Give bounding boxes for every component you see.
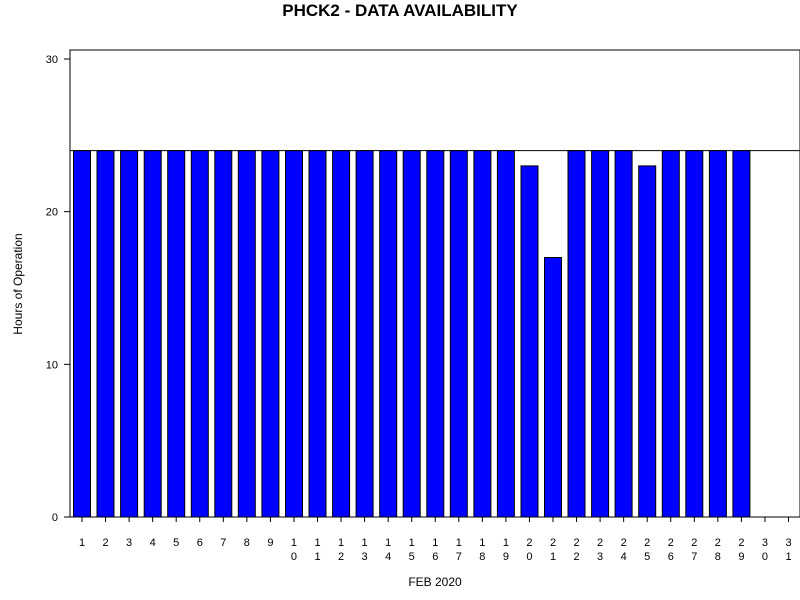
bar-day-17 <box>449 150 468 518</box>
bar-day-4 <box>143 150 162 518</box>
y-axis-label: Hours of Operation <box>11 233 25 334</box>
bar-day-9 <box>261 150 280 518</box>
bar-day-28 <box>708 150 727 518</box>
bar-day-20 <box>520 165 539 518</box>
x-tick-label: 4 <box>150 537 156 549</box>
bar-day-5 <box>167 150 186 518</box>
x-tick-label: 9 <box>267 537 273 549</box>
x-tick-label: 7 <box>220 537 226 549</box>
bar-day-6 <box>190 150 209 518</box>
y-tick-label: 0 <box>52 512 58 524</box>
bar-day-25 <box>638 165 657 518</box>
x-tick-label: 5 <box>173 537 179 549</box>
bar-day-18 <box>473 150 492 518</box>
bar-day-15 <box>402 150 421 518</box>
x-tick-label: 1 <box>79 537 85 549</box>
bar-day-12 <box>332 150 351 518</box>
bar-day-10 <box>285 150 303 518</box>
y-tick-label: 30 <box>46 54 58 66</box>
bar-day-1 <box>73 150 91 518</box>
bar-day-3 <box>120 150 139 518</box>
bar-day-24 <box>614 150 633 518</box>
bar-day-23 <box>591 150 610 518</box>
x-tick-label: 6 <box>197 537 203 549</box>
bar-day-11 <box>308 150 327 518</box>
bar-day-16 <box>426 150 445 518</box>
chart-title: PHCK2 - DATA AVAILABILITY <box>282 1 518 20</box>
x-tick-label: 2 <box>102 537 108 549</box>
bar-day-13 <box>355 150 374 518</box>
x-tick-label: 3 <box>126 537 132 549</box>
y-tick-label: 20 <box>46 207 58 219</box>
x-tick-label: 8 <box>244 537 250 549</box>
bar-day-27 <box>685 150 704 518</box>
bar-day-19 <box>496 150 515 518</box>
bar-day-2 <box>96 150 115 518</box>
bar-day-7 <box>214 150 233 518</box>
bar-day-8 <box>237 150 256 518</box>
x-axis-label: FEB 2020 <box>408 575 462 589</box>
bar-day-14 <box>379 150 398 518</box>
bar-day-26 <box>661 150 680 518</box>
bar-day-29 <box>732 150 751 518</box>
y-tick-label: 10 <box>46 359 58 371</box>
bar-day-22 <box>567 150 586 518</box>
bar-day-21 <box>544 257 562 518</box>
